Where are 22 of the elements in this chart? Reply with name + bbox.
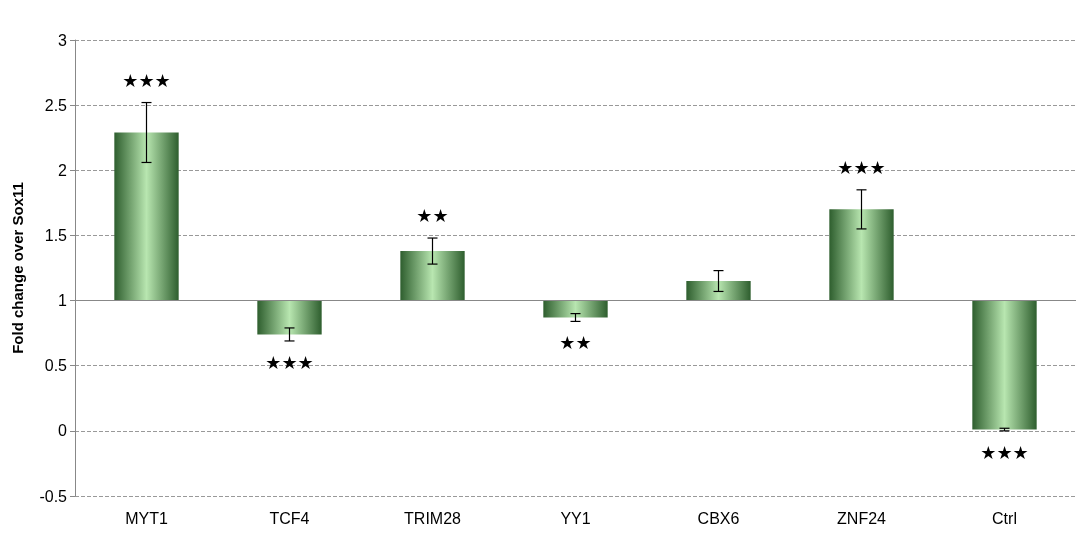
annotation: ★★ bbox=[416, 206, 449, 227]
annotation: ★★★ bbox=[122, 70, 171, 91]
x-tick-label: TRIM28 bbox=[404, 509, 462, 527]
annotation: ★★★ bbox=[837, 157, 886, 178]
y-tick-label: 0.5 bbox=[44, 357, 68, 375]
y-tick-label: 1.5 bbox=[44, 226, 68, 244]
x-tick-label: ZNF24 bbox=[837, 509, 887, 527]
y-tick-label: 2.5 bbox=[44, 96, 68, 114]
annotation: ★★★ bbox=[265, 352, 314, 373]
y-tick-label: 0 bbox=[58, 422, 68, 440]
y-tick-label: 3 bbox=[58, 31, 68, 49]
y-tick-label: 2 bbox=[58, 161, 68, 179]
x-tick-label: TCF4 bbox=[269, 509, 310, 527]
x-tick-label: Ctrl bbox=[992, 509, 1017, 527]
annotation: ★★ bbox=[559, 333, 592, 354]
annotation: ★★★ bbox=[980, 442, 1029, 463]
x-tick-label: YY1 bbox=[560, 509, 591, 527]
y-tick-label: -0.5 bbox=[39, 487, 68, 505]
y-tick-label: 1 bbox=[58, 292, 68, 310]
x-tick-label: CBX6 bbox=[697, 509, 740, 527]
x-tick-label: MYT1 bbox=[125, 509, 168, 527]
y-axis-title: Fold change over Sox11 bbox=[9, 182, 26, 354]
